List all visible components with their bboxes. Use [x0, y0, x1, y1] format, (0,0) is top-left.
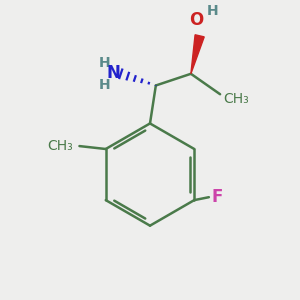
- Text: O: O: [190, 11, 204, 29]
- Text: CH₃: CH₃: [47, 139, 73, 153]
- Polygon shape: [191, 35, 204, 74]
- Text: CH₃: CH₃: [223, 92, 249, 106]
- Text: N: N: [106, 64, 120, 82]
- Text: F: F: [212, 188, 223, 206]
- Text: H: H: [207, 4, 219, 18]
- Text: H: H: [99, 56, 110, 70]
- Text: H: H: [99, 78, 110, 92]
